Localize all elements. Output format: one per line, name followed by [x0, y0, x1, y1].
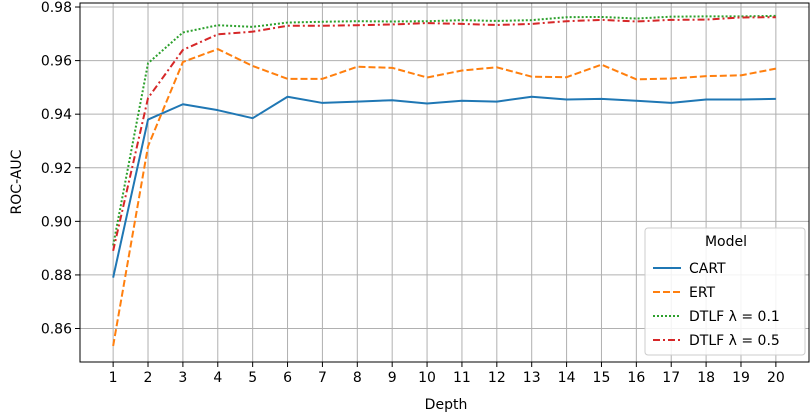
series-lines — [112, 14, 777, 347]
x-tick-label: 8 — [353, 370, 362, 386]
x-tick-label: 2 — [144, 370, 153, 386]
x-tick-label: 4 — [213, 370, 222, 386]
x-tick-label: 18 — [697, 370, 715, 386]
legend-label-cart: CART — [689, 261, 726, 277]
x-tick-label: 11 — [453, 370, 471, 386]
y-tick-label: 0.92 — [41, 161, 72, 177]
x-tick-label: 7 — [318, 370, 327, 386]
axis-ticks: 1 2 3 4 5 6 7 8 9 10 11 12 13 14 15 16 17 18 19 200.860.880… — [41, 0, 785, 386]
y-tick-label: 0.86 — [41, 322, 72, 338]
y-axis-label: ROC-AUC — [9, 149, 25, 214]
x-tick-label: 19 — [732, 370, 750, 386]
legend-box — [644, 227, 806, 356]
x-tick-label: 1 — [109, 370, 118, 386]
x-tick-label: 15 — [593, 370, 611, 386]
legend-label-dtlf-0-5: DTLF λ = 0.5 — [689, 333, 780, 349]
x-tick-label: 14 — [558, 370, 576, 386]
x-tick-label: 13 — [523, 370, 541, 386]
x-tick-label: 9 — [388, 370, 397, 386]
series-line-dtlf-0-5 — [112, 16, 776, 252]
legend-entries: CART ERT DTLF λ = 0.1 DTLF λ = 0.5 — [653, 261, 780, 349]
y-tick-label: 0.90 — [41, 214, 72, 230]
y-tick-label: 0.98 — [41, 0, 72, 16]
x-tick-label: 17 — [662, 370, 680, 386]
y-tick-label: 0.94 — [41, 107, 72, 123]
x-tick-label: 6 — [283, 370, 292, 386]
x-tick-label: 16 — [627, 370, 645, 386]
legend-label-ert: ERT — [689, 285, 716, 301]
x-tick-label: 10 — [418, 370, 436, 386]
series-line-cart — [112, 95, 776, 278]
legend-label-dtlf-0-1: DTLF λ = 0.1 — [689, 309, 780, 325]
legend-title: Model — [705, 234, 747, 250]
x-tick-label: 3 — [178, 370, 187, 386]
legend: Model CART ERT DTLF λ = 0.1 DTLF λ = 0.5 — [644, 227, 806, 356]
series-line-dtlf-0-1 — [112, 14, 776, 246]
x-axis-label: Depth — [425, 397, 468, 413]
y-tick-label: 0.96 — [41, 54, 72, 70]
series-line-ert — [112, 48, 777, 347]
plot-frame — [79, 2, 810, 363]
y-tick-label: 0.88 — [41, 268, 72, 284]
x-tick-label: 20 — [767, 370, 785, 386]
x-tick-label: 12 — [488, 370, 506, 386]
x-tick-label: 5 — [248, 370, 257, 386]
